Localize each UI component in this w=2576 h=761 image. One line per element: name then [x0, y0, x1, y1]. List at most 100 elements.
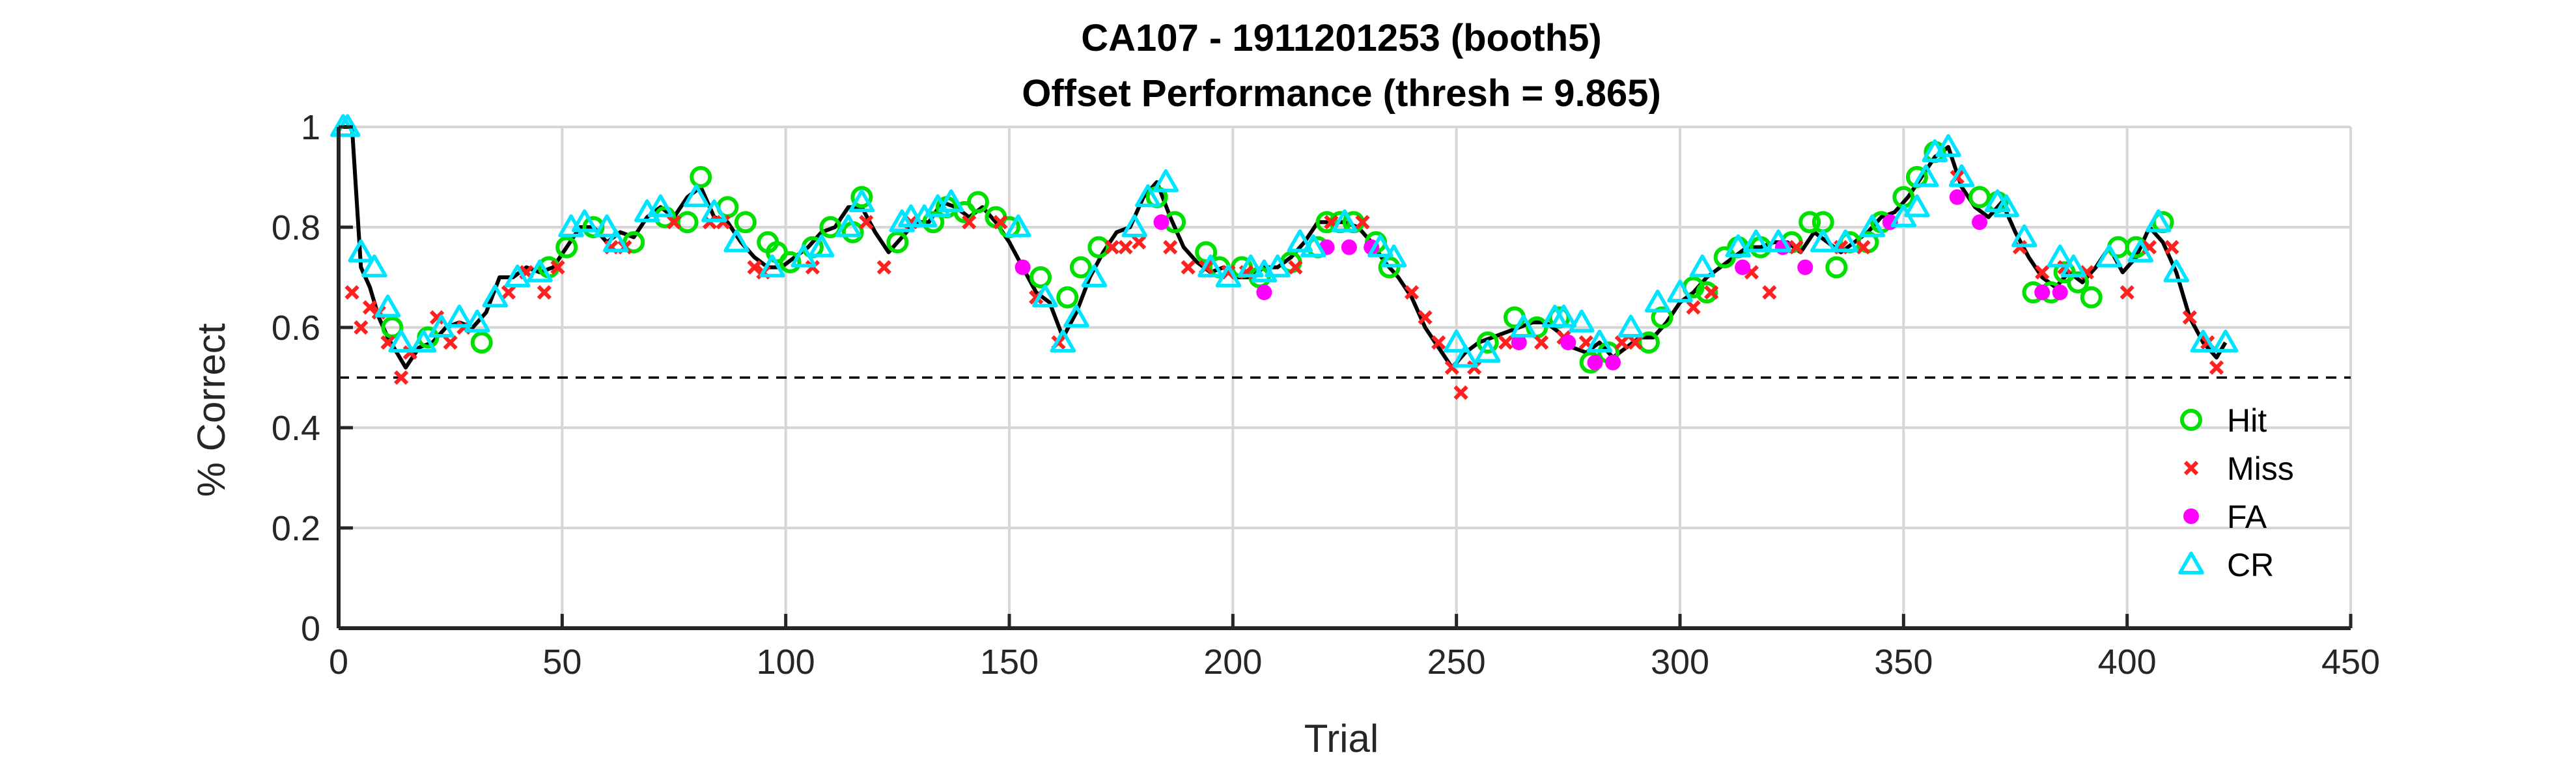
- miss-marker: [747, 260, 762, 275]
- chart-subtitle: Offset Performance (thresh = 9.865): [1022, 72, 1661, 115]
- hit-marker: [470, 331, 493, 354]
- cr-marker: [2212, 329, 2239, 353]
- y-tick-label: 1: [301, 108, 320, 147]
- miss-marker: [429, 310, 445, 325]
- miss-marker: [537, 284, 552, 300]
- cr-marker: [1443, 329, 1470, 353]
- cr-marker: [1550, 304, 1577, 328]
- fa-marker: [1511, 335, 1527, 351]
- miss-marker-stroke: [1789, 240, 1804, 255]
- miss-marker-stroke: [993, 215, 1008, 230]
- cr-marker: [1510, 314, 1537, 338]
- hit-marker: [886, 231, 909, 254]
- hit-marker: [1056, 286, 1079, 309]
- miss-marker-stroke: [2183, 460, 2199, 476]
- cr-marker: [1287, 229, 1313, 253]
- cr-marker: [938, 189, 964, 212]
- x-tick-label: 250: [1427, 643, 1486, 682]
- cr-marker: [683, 184, 710, 208]
- hit-marker: [2080, 286, 2103, 309]
- miss-marker: [394, 370, 409, 385]
- cr-marker: [2011, 224, 2037, 247]
- cr-marker: [723, 229, 749, 253]
- cr-marker: [889, 209, 915, 232]
- miss-marker: [2209, 360, 2224, 375]
- cr-marker: [1332, 209, 1358, 232]
- x-tick-label: 300: [1651, 643, 1709, 682]
- y-tick-label: 0.6: [272, 309, 320, 348]
- cr-marker: [1032, 284, 1058, 308]
- miss-marker: [354, 320, 369, 335]
- miss-marker-stroke: [1118, 240, 1133, 255]
- cr-marker: [1586, 329, 1613, 353]
- miss-marker-stroke: [1762, 284, 1777, 300]
- miss-marker: [550, 260, 565, 275]
- cr-marker: [2127, 239, 2154, 262]
- miss-marker-stroke: [1856, 240, 1871, 255]
- cr-marker: [1380, 244, 1407, 268]
- fa-marker: [1605, 354, 1621, 370]
- miss-marker-stroke: [1628, 335, 1643, 350]
- legend-hit-marker: [2180, 409, 2202, 431]
- miss-marker: [2182, 310, 2197, 325]
- cr-marker: [848, 189, 875, 212]
- cr-marker: [647, 194, 674, 217]
- fa-marker: [1341, 239, 1357, 255]
- miss-marker: [2035, 265, 2050, 280]
- miss-marker-stroke: [1288, 260, 1303, 275]
- cr-marker: [410, 329, 437, 353]
- miss-marker-stroke: [1534, 335, 1549, 350]
- hit-marker: [922, 211, 945, 234]
- miss-marker: [876, 260, 891, 275]
- miss-marker-stroke: [501, 284, 516, 300]
- cr-marker: [701, 199, 727, 223]
- hit-marker: [623, 231, 645, 254]
- miss-marker-stroke: [1453, 385, 1468, 400]
- fa-marker: [1735, 259, 1751, 275]
- miss-marker-stroke: [876, 260, 891, 275]
- hit-marker: [1069, 256, 1092, 279]
- cr-marker: [1993, 194, 2020, 217]
- x-tick-label: 50: [542, 643, 581, 682]
- cr-marker: [1265, 254, 1291, 278]
- cr-marker: [1667, 279, 1693, 303]
- miss-marker-stroke: [962, 215, 977, 230]
- hit-marker: [966, 191, 989, 214]
- miss-marker-stroke: [394, 370, 409, 385]
- cr-marker: [1725, 234, 1752, 258]
- cr-marker: [388, 329, 414, 353]
- miss-marker-stroke: [354, 320, 369, 335]
- miss-marker: [1163, 240, 1178, 255]
- miss-marker-stroke: [666, 215, 682, 230]
- hit-marker: [1637, 331, 1660, 354]
- cr-marker: [348, 239, 374, 262]
- miss-marker: [859, 215, 874, 230]
- miss-marker: [1355, 215, 1370, 230]
- miss-marker-stroke: [1614, 335, 1629, 350]
- x-tick-label: 100: [757, 643, 815, 682]
- cr-marker: [1300, 234, 1326, 258]
- miss-marker: [1181, 260, 1196, 275]
- miss-marker-stroke: [1355, 215, 1370, 230]
- hit-marker: [2067, 271, 2090, 294]
- miss-marker-stroke: [1498, 335, 1513, 350]
- chart-title: CA107 - 1911201253 (booth5): [1081, 17, 1601, 59]
- miss-marker: [2120, 284, 2135, 300]
- cr-marker: [1452, 344, 1479, 368]
- cr-marker: [1810, 229, 1836, 253]
- cr-marker: [898, 204, 924, 228]
- miss-marker-stroke: [1163, 240, 1178, 255]
- cr-marker: [1644, 289, 1671, 312]
- legend-label: CR: [2227, 547, 2274, 583]
- cr-marker: [1238, 254, 1264, 278]
- miss-marker: [666, 215, 682, 230]
- fa-marker: [1587, 354, 1603, 370]
- miss-marker: [1686, 300, 1701, 315]
- cr-marker: [1081, 264, 1108, 288]
- miss-marker-stroke: [2035, 265, 2050, 280]
- cr-marker: [1859, 214, 1886, 238]
- cr-marker: [1215, 264, 1242, 288]
- miss-marker-stroke: [1104, 240, 1120, 255]
- fa-marker: [1015, 259, 1031, 275]
